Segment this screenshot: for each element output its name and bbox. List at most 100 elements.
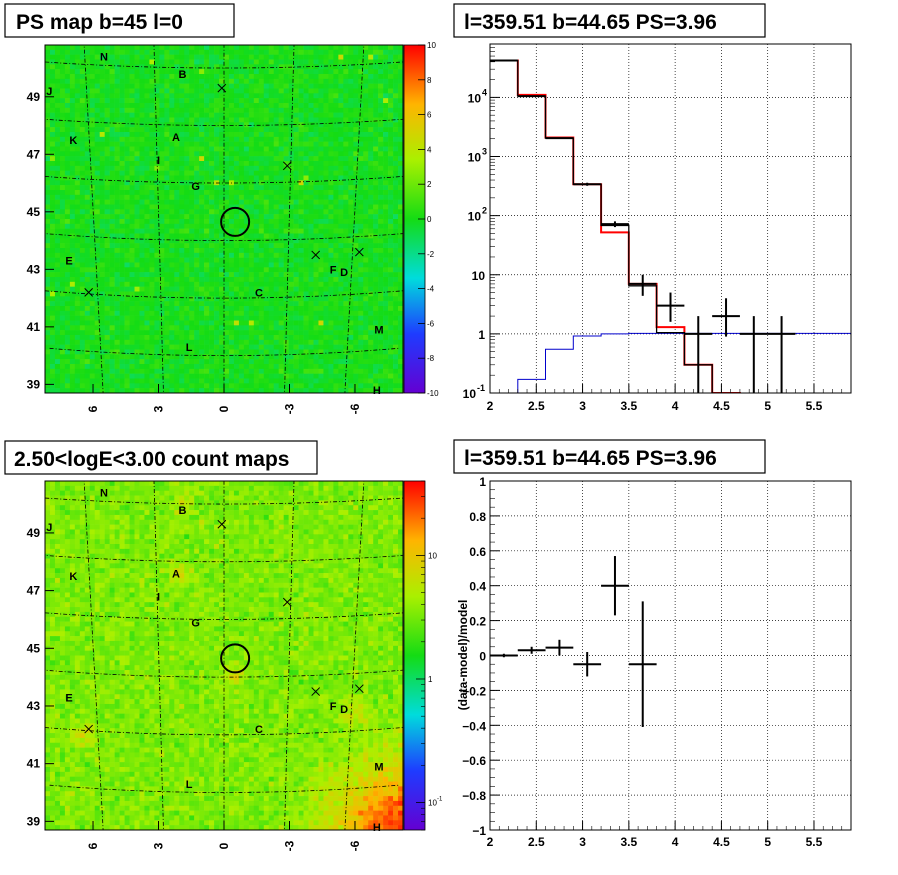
y-tick-label: 45 xyxy=(27,205,41,219)
source-label-n: N xyxy=(100,52,108,64)
target-circle xyxy=(220,643,251,674)
y-tick-label: 10 xyxy=(468,91,482,105)
colorbar-tick-label: -10 xyxy=(427,389,439,398)
y-tick-label: 0.8 xyxy=(469,510,486,524)
x-tick-label: 4.5 xyxy=(713,835,730,849)
y-tick-label: 1 xyxy=(478,328,485,342)
count-map-title: 2.50<logE<3.00 count maps xyxy=(14,448,289,471)
ps-map-heatmap xyxy=(45,45,404,394)
y-tick-label: 49 xyxy=(27,526,41,540)
y-tick-label: −1 xyxy=(472,824,486,838)
ps-map-coordinate-grid xyxy=(45,45,403,393)
source-label-g: G xyxy=(191,617,200,629)
y-tick-exponent: -1 xyxy=(477,383,485,393)
ps-map-title: PS map b=45 l=0 xyxy=(16,11,183,34)
count-map-panel: 2.50<logE<3.00 count maps N B J K AI G E F D C M L H… xyxy=(4,440,443,851)
data-histogram-black xyxy=(490,59,741,393)
model-histogram-blue xyxy=(517,332,851,393)
source-label-h: H xyxy=(373,385,381,397)
x-tick-label: 6 xyxy=(86,842,100,849)
y-tick-label: 0.2 xyxy=(469,615,486,629)
source-label-l: L xyxy=(186,779,193,791)
x-tick-label: 2.5 xyxy=(528,399,545,413)
y-tick-label: −0.6 xyxy=(462,754,486,768)
residual-y-ticks: 1 0.8 0.6 0.4 0.2 0 −0.2 −0.4 −0.6 −0.8 −1 xyxy=(462,475,500,838)
source-label-d: D xyxy=(340,267,348,279)
y-tick-exponent: 2 xyxy=(482,206,487,216)
cross-marker xyxy=(84,724,94,734)
spectrum-x-ticks: 2 2.5 3 3.5 4 4.5 5 5.5 xyxy=(487,384,852,413)
residual-title-box xyxy=(453,439,766,474)
y-tick-label: 41 xyxy=(27,757,41,771)
x-tick-label: 5 xyxy=(764,399,771,413)
target-circle xyxy=(220,206,251,237)
y-tick-label: 1 xyxy=(479,475,486,489)
cross-marker xyxy=(282,161,292,171)
y-tick-label: 39 xyxy=(27,814,41,828)
source-label-e: E xyxy=(65,256,72,268)
colorbar-tick-label: -6 xyxy=(427,319,435,328)
y-tick-label: 49 xyxy=(27,90,41,104)
x-tick-label: 4 xyxy=(672,835,679,849)
y-tick-label: 41 xyxy=(27,320,41,334)
y-tick-label: 10 xyxy=(472,269,486,283)
residual-grid xyxy=(490,481,851,830)
colorbar-tick-label: 1 xyxy=(428,675,433,684)
spectrum-title-box xyxy=(453,3,766,38)
y-tick-label: 47 xyxy=(27,147,41,161)
spectrum-panel: l=359.51 b=44.65 PS=3.96 2 2.5 3 3.5 4 4.5 5 5.… xyxy=(453,3,852,413)
count-map-colorbar xyxy=(403,480,426,831)
y-tick-exponent: 3 xyxy=(482,147,487,157)
source-label-i: I xyxy=(157,155,160,167)
x-tick-label: 4.5 xyxy=(713,399,730,413)
source-label-d: D xyxy=(340,704,348,716)
residual-plot-area xyxy=(490,556,657,728)
colorbar-tick-label: -2 xyxy=(427,250,435,259)
cross-marker xyxy=(311,250,321,260)
colorbar-tick-label: -4 xyxy=(427,285,435,294)
source-label-j: J xyxy=(46,86,52,98)
colorbar-tick-label: -8 xyxy=(427,354,435,363)
source-label-h: H xyxy=(373,822,381,834)
x-tick-label: 4 xyxy=(672,399,679,413)
x-tick-label: 3 xyxy=(152,405,166,412)
count-map-coordinate-grid xyxy=(45,481,403,830)
y-tick-label: 39 xyxy=(27,377,41,391)
residual-y-axis-label: (data-model)/model xyxy=(456,600,470,711)
count-map-title-box xyxy=(4,440,318,475)
cross-marker xyxy=(354,684,364,694)
cross-marker xyxy=(282,597,292,607)
residual-title: l=359.51 b=44.65 PS=3.96 xyxy=(464,447,717,470)
colorbar-tick-label: 6 xyxy=(427,111,432,120)
count-map-sources: N B J K AI G E F D C M L H xyxy=(46,488,383,835)
y-tick-label: 0 xyxy=(479,650,486,664)
source-label-a: A xyxy=(172,132,180,144)
y-tick-label: 43 xyxy=(27,262,41,276)
ps-map-x-ticks: 6 3 0 -3 -6 xyxy=(86,384,362,414)
colorbar-tick-label: 8 xyxy=(427,76,432,85)
cross-marker xyxy=(217,519,227,529)
y-tick-label: 0.6 xyxy=(469,545,486,559)
source-label-c: C xyxy=(255,724,263,736)
source-label-j: J xyxy=(46,522,52,534)
x-tick-label: 2.5 xyxy=(528,835,545,849)
x-tick-label: 3 xyxy=(579,399,586,413)
source-label-a: A xyxy=(172,568,180,580)
count-map-y-ticks: 49 47 45 43 41 39 xyxy=(27,526,54,828)
source-label-f: F xyxy=(330,264,337,276)
colorbar-tick-label: 0 xyxy=(427,215,432,224)
colorbar-tick-label: 10 xyxy=(428,551,437,560)
y-tick-label: 43 xyxy=(27,699,41,713)
colorbar-tick-label: 4 xyxy=(427,145,432,154)
ps-map-title-box xyxy=(4,3,235,38)
source-label-m: M xyxy=(374,762,383,774)
x-tick-label: 2 xyxy=(487,399,494,413)
source-label-i: I xyxy=(157,591,160,603)
x-tick-label: 3.5 xyxy=(621,399,638,413)
count-map-heatmap xyxy=(45,481,404,831)
x-tick-label: 5.5 xyxy=(806,399,823,413)
ps-map-panel: PS map b=45 l=0 N B J K AI G E F D C M L H 6 3 0 -3 -6 4… xyxy=(4,3,439,414)
